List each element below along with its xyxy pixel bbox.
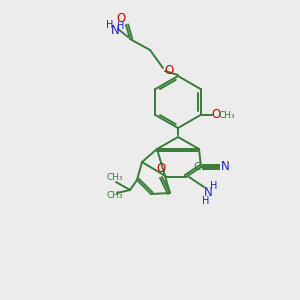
- Text: C: C: [193, 162, 201, 172]
- Text: H: H: [117, 21, 125, 31]
- Text: H: H: [202, 196, 210, 206]
- Text: N: N: [204, 187, 212, 200]
- Text: H: H: [106, 20, 114, 30]
- Text: CH₃: CH₃: [107, 190, 123, 200]
- Text: O: O: [211, 109, 220, 122]
- Text: N: N: [220, 160, 230, 173]
- Text: H: H: [210, 181, 218, 191]
- Text: CH₃: CH₃: [218, 110, 235, 119]
- Text: CH₃: CH₃: [107, 173, 123, 182]
- Text: O: O: [116, 11, 126, 25]
- Text: O: O: [164, 64, 174, 76]
- Text: N: N: [111, 25, 119, 38]
- Text: O: O: [156, 163, 166, 176]
